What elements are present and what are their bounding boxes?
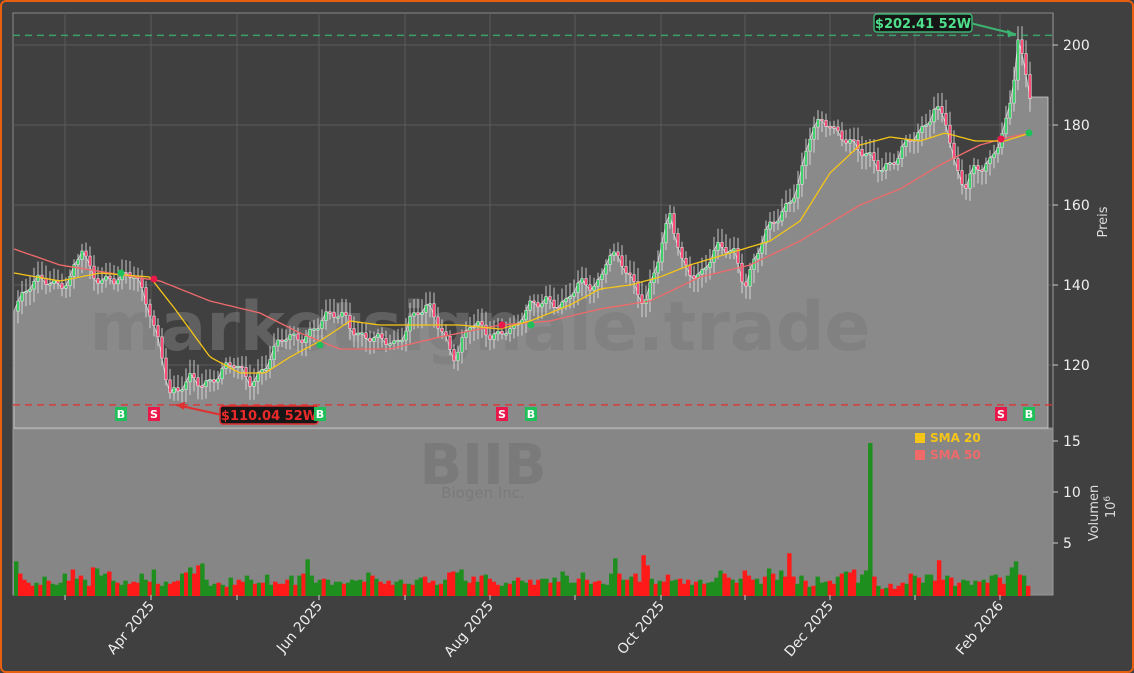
- candlesticks: [16, 26, 1032, 403]
- svg-text:S: S: [150, 408, 158, 421]
- svg-text:S: S: [498, 408, 506, 421]
- svg-text:S: S: [997, 408, 1005, 421]
- sell-signal-badge: S: [496, 407, 508, 421]
- legend: SMA 20 SMA 50: [915, 431, 981, 462]
- sell-signal-badge: S: [995, 407, 1007, 421]
- legend-sma50-swatch: [915, 450, 925, 460]
- svg-text:Aug 2025: Aug 2025: [441, 598, 497, 660]
- svg-text:180: 180: [1063, 118, 1090, 134]
- svg-text:200: 200: [1063, 38, 1090, 54]
- svg-text:5: 5: [1063, 536, 1072, 552]
- volume-bars: [14, 443, 1031, 596]
- legend-sma20-label: SMA 20: [930, 431, 981, 445]
- 52w-high-label: $202.41 52W: [873, 13, 973, 33]
- svg-text:$202.41 52W: $202.41 52W: [875, 17, 971, 32]
- ticker-watermark: BIIB: [419, 433, 546, 498]
- moving-averages: [13, 132, 1029, 374]
- svg-text:15: 15: [1063, 434, 1081, 450]
- buy-signal-badge: B: [525, 407, 537, 421]
- svg-text:Apr 2025: Apr 2025: [104, 598, 158, 658]
- svg-text:120: 120: [1063, 358, 1090, 374]
- legend-sma20-swatch: [915, 433, 925, 443]
- svg-text:Oct 2025: Oct 2025: [614, 598, 668, 658]
- svg-text:160: 160: [1063, 198, 1090, 214]
- svg-text:10: 10: [1063, 485, 1081, 501]
- 52w-low-label: $110.04 52W: [219, 405, 319, 425]
- svg-text:B: B: [1025, 408, 1033, 421]
- buy-signal-badge: B: [314, 407, 326, 421]
- volume-panel: [12, 428, 1054, 596]
- svg-text:B: B: [316, 408, 324, 421]
- date-axis: Apr 2025 Jun 2025 Aug 2025 Oct 2025 Dec 2025…: [64, 595, 1007, 660]
- price-axis-title: Preis: [1096, 206, 1111, 237]
- legend-sma50-label: SMA 50: [930, 448, 981, 462]
- svg-text:Feb 2026: Feb 2026: [953, 598, 1007, 658]
- volume-axis-scale: 106: [1103, 496, 1119, 519]
- svg-text:B: B: [117, 408, 125, 421]
- svg-text:140: 140: [1063, 278, 1090, 294]
- buy-signal-badge: B: [115, 407, 127, 421]
- reference-lines: $202.41 52W $110.04 52W: [13, 13, 1053, 425]
- price-axis: 120 140 160 180 200: [1052, 13, 1090, 428]
- company-watermark: Biogen Inc.: [441, 484, 525, 502]
- svg-text:$110.04 52W: $110.04 52W: [221, 409, 317, 424]
- svg-text:Dec 2025: Dec 2025: [782, 598, 837, 660]
- volume-axis: 5 10 15: [1053, 434, 1081, 552]
- buy-signal-badge: B: [1023, 407, 1035, 421]
- sell-signal-badge: S: [148, 407, 160, 421]
- svg-text:Jun 2025: Jun 2025: [273, 598, 326, 657]
- volume-axis-title: Volumen: [1087, 485, 1102, 542]
- svg-text:B: B: [527, 408, 535, 421]
